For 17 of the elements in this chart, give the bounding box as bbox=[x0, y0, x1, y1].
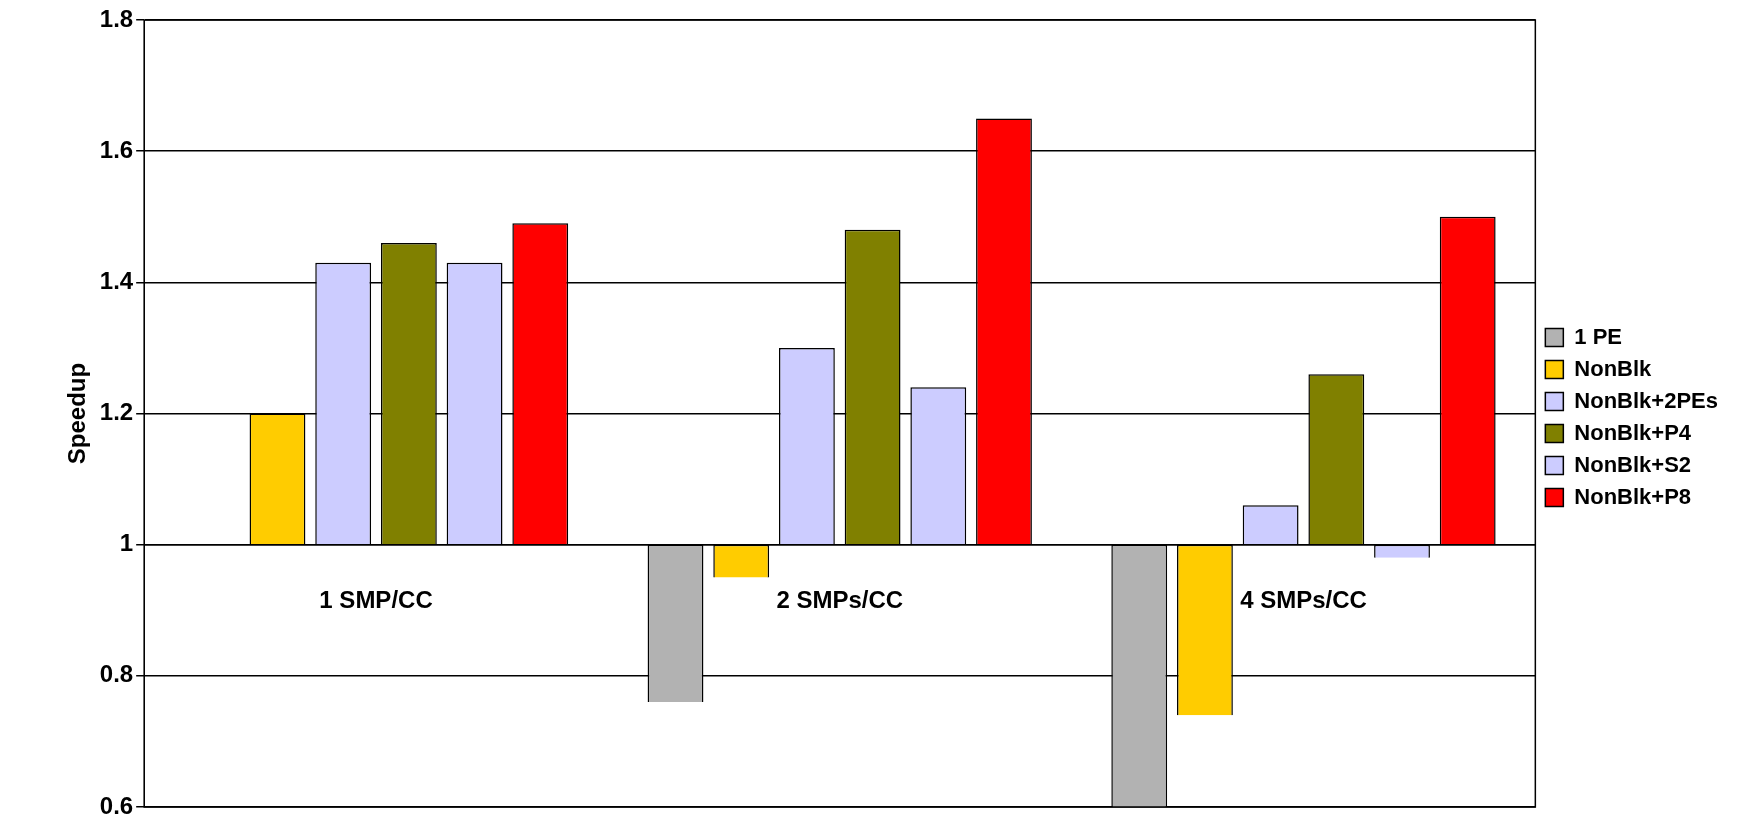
legend-label: NonBlk+S2 bbox=[1574, 451, 1692, 477]
y-tick-label: 1.8 bbox=[99, 4, 134, 32]
y-tick-label: 1.2 bbox=[99, 398, 134, 426]
legend-label: NonBlk+P8 bbox=[1574, 483, 1692, 509]
y-tick-label: 1.4 bbox=[99, 266, 134, 294]
legend-label: 1 PE bbox=[1574, 323, 1623, 349]
y-tick-label: 0.8 bbox=[99, 660, 134, 688]
x-tick-label: 1 SMP/CC bbox=[319, 586, 433, 614]
y-tick-label: 0.6 bbox=[99, 791, 134, 819]
y-axis-title: Speedup bbox=[63, 362, 91, 465]
x-tick-label: 4 SMPs/CC bbox=[1240, 586, 1367, 614]
legend-label: NonBlk+2PEs bbox=[1574, 387, 1719, 413]
legend-label: NonBlk+P4 bbox=[1574, 419, 1692, 445]
x-tick-label: 2 SMPs/CC bbox=[776, 586, 904, 614]
y-tick-label: 1.6 bbox=[99, 135, 134, 163]
legend-label: NonBlk bbox=[1574, 355, 1653, 381]
y-tick-label: 1 bbox=[119, 529, 134, 557]
